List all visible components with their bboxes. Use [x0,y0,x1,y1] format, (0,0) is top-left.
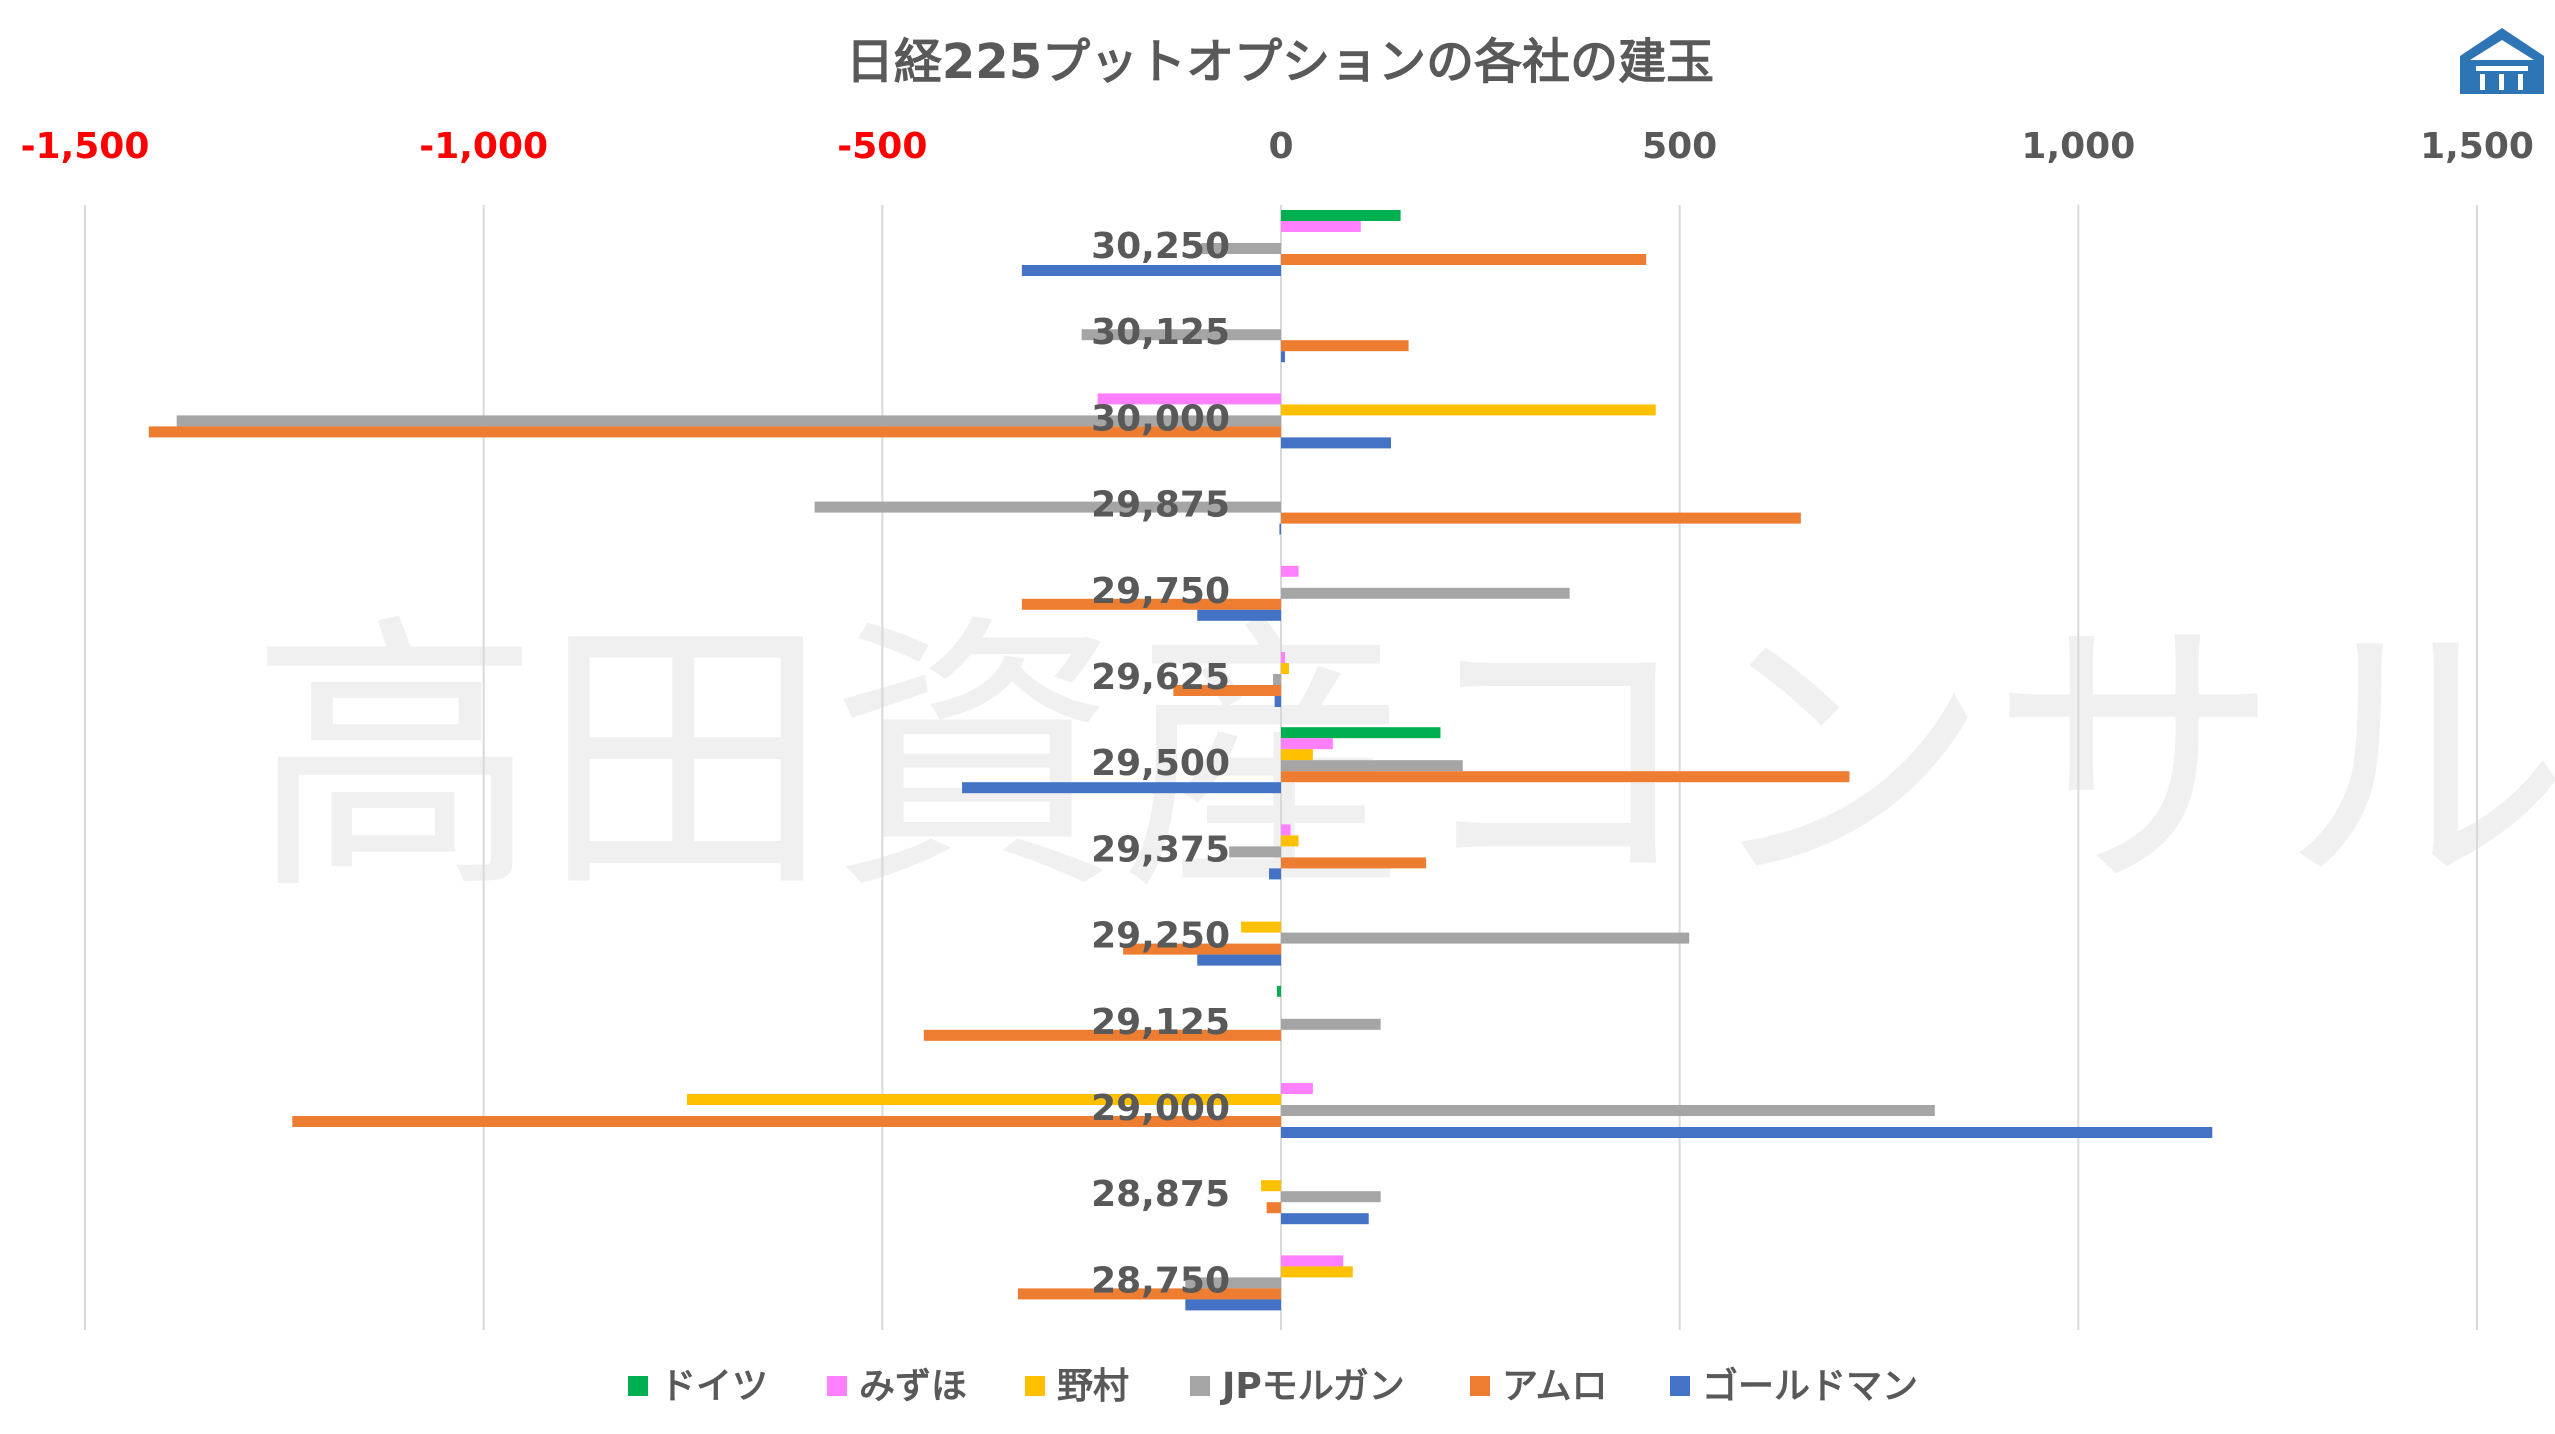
legend-label: ドイツ [660,1366,768,1407]
legend: ドイツ みずほ 野村 JPモルガン アムロ ゴールドマン [628,1365,1918,1407]
bar [1197,954,1281,966]
bar [1123,943,1281,955]
bar [1281,727,1441,739]
bar [1281,1213,1369,1225]
bar [1281,1191,1381,1203]
category-label: 29,500 [1091,743,1230,784]
bar [1281,1018,1381,1030]
bar [1279,523,1281,535]
legend-swatch [1670,1376,1690,1396]
x-tick-label: -1,500 [21,126,150,167]
bar [1269,868,1281,880]
bars [148,210,2213,1311]
bar [1097,393,1281,405]
brand-logo-icon [2460,28,2544,94]
legend-label: 野村 [1057,1366,1129,1407]
bar [1281,1266,1353,1278]
bar [1281,749,1313,761]
bar [1081,329,1281,341]
x-axis-ticks: -1,500 -1,000 -500 0 500 1,000 1,500 [21,126,2534,167]
category-label: 30,250 [1091,226,1230,267]
bar [1229,846,1281,858]
category-label: 29,875 [1091,485,1230,526]
bar [1281,512,1801,524]
bar [1261,1180,1281,1192]
bar [814,501,1281,513]
bar [1281,1255,1344,1267]
category-label: 28,875 [1091,1174,1230,1215]
bar [1017,1288,1281,1300]
category-label: 29,375 [1091,829,1230,870]
x-tick-label: 1,500 [2420,126,2534,167]
bar [1281,210,1401,221]
bar [1281,1083,1313,1094]
bar [1281,760,1463,772]
bar [292,1116,1282,1127]
bar [1281,771,1850,783]
category-label: 29,750 [1091,571,1230,612]
bar [1201,243,1281,254]
bar [1281,1127,2213,1138]
bar [1281,857,1427,869]
legend-label: ゴールドマン [1702,1365,1918,1407]
chart-title: 日経225プットオプションの各社の建玉 [846,34,1714,90]
bar [1281,404,1656,416]
gridlines [84,205,2478,1330]
bar [1281,1105,1935,1116]
bar [923,1029,1281,1041]
x-tick-label: 1,000 [2021,126,2135,167]
bar [1281,738,1333,750]
bar [1185,1299,1281,1311]
x-tick-label: 500 [1642,126,1717,167]
bar [1173,685,1281,696]
bar [1274,696,1281,707]
category-label: 29,625 [1091,657,1230,698]
bar [1021,598,1281,610]
bar [1281,254,1647,265]
bar [962,782,1281,794]
category-label: 30,125 [1091,312,1230,353]
bar [1281,932,1690,944]
legend-swatch [827,1376,847,1396]
legend-label: アムロ [1502,1366,1607,1407]
x-tick-label: -1,000 [419,126,548,167]
bar [1281,221,1361,232]
bar [1281,565,1299,577]
bar [1241,921,1281,933]
legend-swatch [628,1376,648,1396]
x-tick-label: 0 [1268,126,1293,167]
bar [1021,265,1281,276]
category-label: 29,000 [1091,1088,1230,1129]
bar [1273,674,1281,685]
legend-label: みずほ [859,1366,967,1407]
bar [1281,587,1570,599]
legend-label: JPモルガン [1219,1366,1405,1407]
bar [1281,835,1299,847]
bar [1277,985,1281,997]
bar [686,1094,1281,1105]
legend-swatch [1025,1376,1045,1396]
category-label: 28,750 [1091,1260,1230,1301]
bar [1281,351,1285,363]
bar [176,415,1281,427]
bar [1281,663,1289,674]
category-labels: 30,250 30,125 30,000 29,875 29,750 29,625 29,5… [1091,226,1230,1301]
bar [1281,437,1392,449]
bar [1281,652,1285,663]
bar [1185,1277,1281,1289]
bar [1197,609,1281,621]
legend-swatch [1190,1376,1210,1396]
category-label: 29,250 [1091,916,1230,957]
bar [148,426,1282,438]
bar [1281,340,1409,352]
legend-swatch [1470,1376,1490,1396]
category-label: 30,000 [1091,398,1230,439]
bar [1266,1202,1281,1214]
bar [1281,824,1291,836]
x-tick-label: -500 [837,126,927,167]
category-label: 29,125 [1091,1002,1230,1043]
